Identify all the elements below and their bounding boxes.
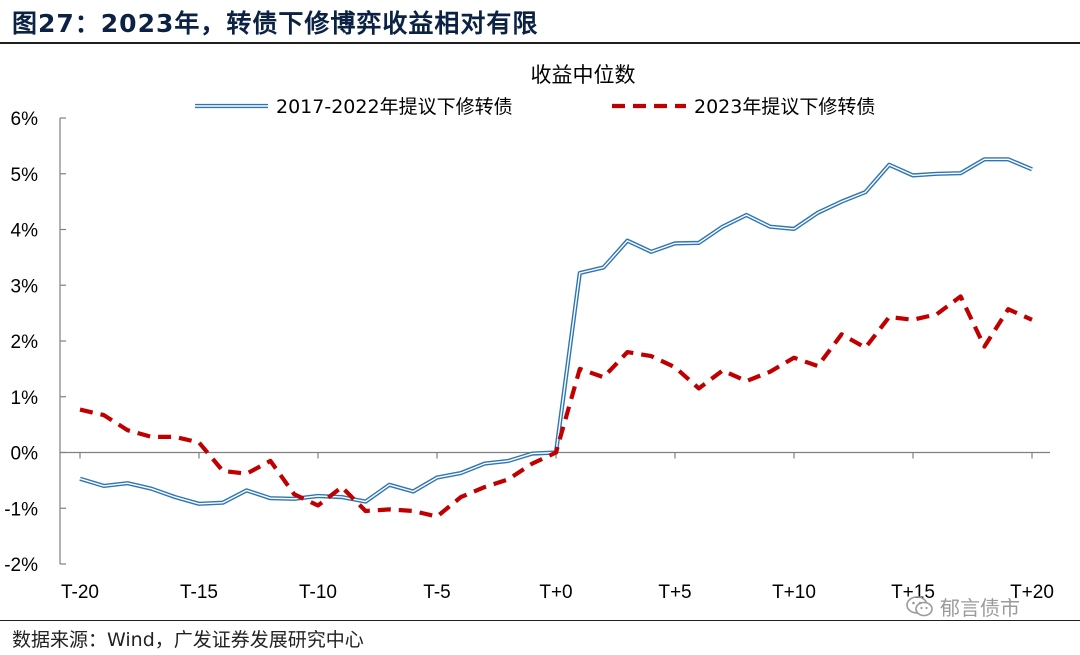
footer-divider — [0, 620, 1080, 621]
x-tick-label: T-20 — [61, 582, 99, 603]
y-tick-label: 1% — [11, 388, 39, 409]
chart-title: 收益中位数 — [531, 63, 636, 87]
y-tick-label: 6% — [11, 109, 39, 130]
x-tick-label: T+5 — [658, 582, 691, 603]
watermark: 郁言债市 — [906, 592, 1020, 621]
watermark-text: 郁言债市 — [940, 596, 1020, 620]
x-tick-label: T-5 — [423, 582, 450, 603]
x-tick-label: T-10 — [299, 582, 337, 603]
source-note: 数据来源：Wind，广发证券发展研究中心 — [12, 629, 364, 651]
x-tick-label: T+20 — [1010, 582, 1054, 603]
y-tick-label: -1% — [4, 499, 38, 520]
legend: 2017-2022年提议下修转债 2023年提议下修转债 — [195, 96, 875, 118]
y-tick-label: 0% — [11, 444, 39, 465]
y-tick-label: 3% — [11, 276, 39, 297]
y-tick-label: 2% — [11, 332, 39, 353]
chart-canvas: 收益中位数 2017-2022年提议下修转债 2023年提议下修转债 -2% -1%… — [4, 63, 1054, 603]
y-tick-label: 5% — [11, 165, 39, 186]
axes: -2% -1% 0% 1% 2% 3% 4% 5% 6% T-20 T-15 T-10 T-5 T+0 T+… — [4, 109, 1054, 603]
x-tick-label: T+15 — [891, 582, 935, 603]
wechat-icon — [906, 595, 934, 618]
legend-label: 2017-2022年提议下修转债 — [276, 96, 513, 118]
x-tick-label: T+0 — [539, 582, 572, 603]
series-line-dashed — [79, 294, 1033, 519]
x-tick-label: T-15 — [180, 582, 218, 603]
y-tick-label: 4% — [11, 221, 39, 242]
series-layer — [79, 157, 1033, 519]
legend-label: 2023年提议下修转债 — [694, 96, 875, 118]
x-tick-label: T+10 — [772, 582, 816, 603]
figure-title: 图27：2023年，转债下修博弈收益相对有限 — [12, 9, 539, 38]
title-divider — [0, 42, 1080, 44]
y-tick-label: -2% — [4, 555, 38, 576]
